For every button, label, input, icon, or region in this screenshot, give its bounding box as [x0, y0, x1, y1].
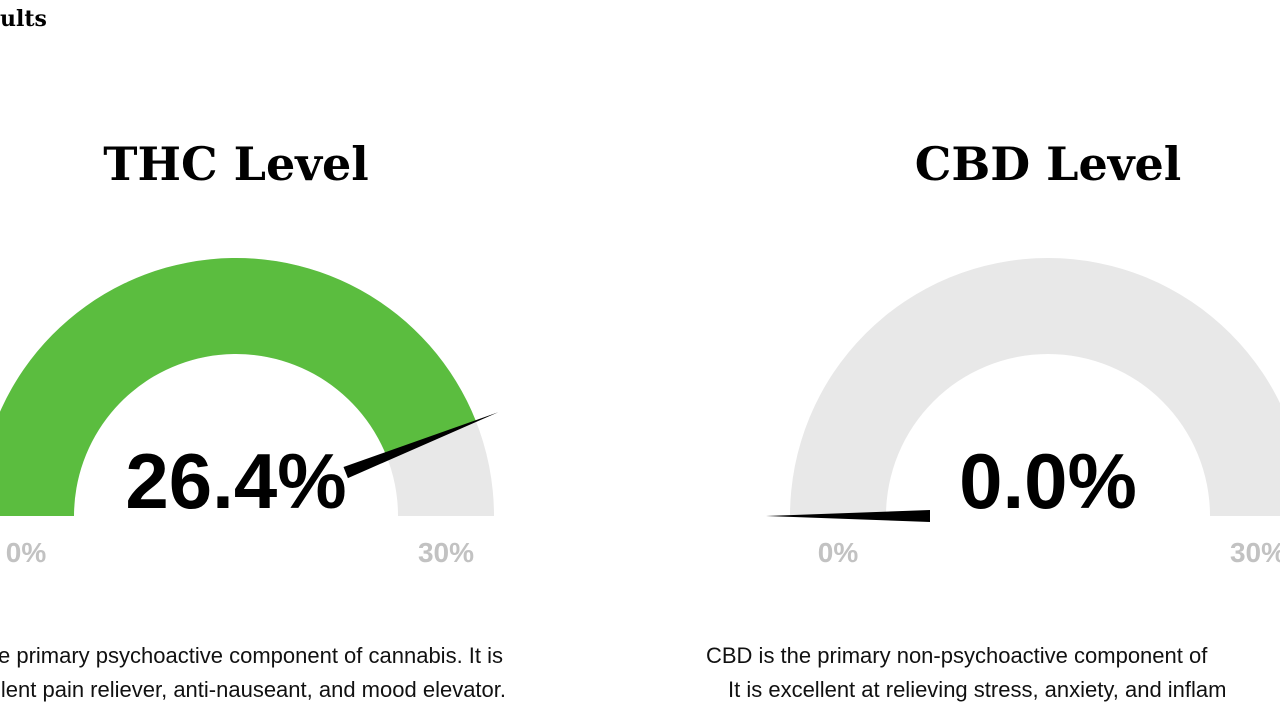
- tick-label: 30%: [418, 537, 474, 568]
- tick-label: 0%: [818, 537, 859, 568]
- tick-label: 0%: [6, 537, 47, 568]
- description-line: llent pain reliever, anti-nauseant, and …: [0, 677, 506, 702]
- gauge-fill: [0, 258, 476, 516]
- description-line: e primary psychoactive component of cann…: [0, 643, 503, 668]
- gauge-title: CBD Level: [915, 137, 1181, 191]
- page-heading: ults: [0, 6, 47, 32]
- needle: [766, 510, 930, 522]
- gauge-value: 26.4%: [125, 437, 346, 525]
- gauge-track: [790, 258, 1280, 516]
- needle: [343, 412, 499, 479]
- gauge-value: 0.0%: [959, 437, 1137, 525]
- tick-label: 30%: [1230, 537, 1280, 568]
- gauge-title: THC Level: [103, 137, 368, 191]
- description-line: CBD is the primary non-psychoactive comp…: [706, 643, 1208, 668]
- description-line: It is excellent at relieving stress, anx…: [728, 677, 1226, 702]
